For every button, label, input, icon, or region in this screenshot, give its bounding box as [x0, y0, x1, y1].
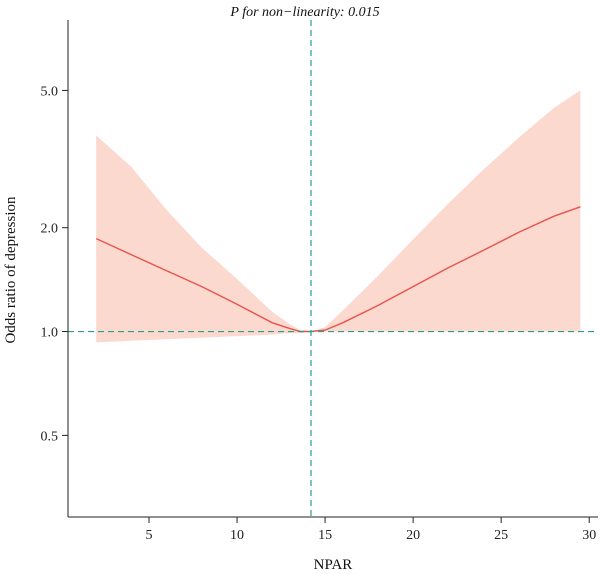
nonlinearity-annotation: P for non−linearity: 0.015 — [229, 5, 379, 20]
confidence-band-0 — [96, 90, 581, 343]
y-tick-label: 1.0 — [41, 326, 59, 341]
x-tick-label: 25 — [494, 528, 508, 543]
x-tick-label: 30 — [582, 528, 596, 543]
reference-lines — [68, 20, 598, 517]
x-axis-title: NPAR — [314, 557, 353, 573]
y-tick-label: 0.5 — [41, 429, 59, 444]
line-layer — [95, 206, 581, 333]
y-tick-label: 5.0 — [41, 84, 59, 99]
x-tick-label: 5 — [145, 528, 152, 543]
x-tick-label: 15 — [318, 528, 332, 543]
x-tick-label: 10 — [230, 528, 244, 543]
odds-ratio-line-0 — [95, 206, 581, 333]
y-tick-label: 2.0 — [41, 222, 59, 237]
confidence-band-layer — [96, 90, 581, 343]
axes: 5 10 15 20 25 30 0.5 1.0 2.0 5.0 — [41, 20, 598, 543]
y-axis-title: Odds ratio of depression — [3, 196, 19, 344]
x-tick-label: 20 — [406, 528, 420, 543]
